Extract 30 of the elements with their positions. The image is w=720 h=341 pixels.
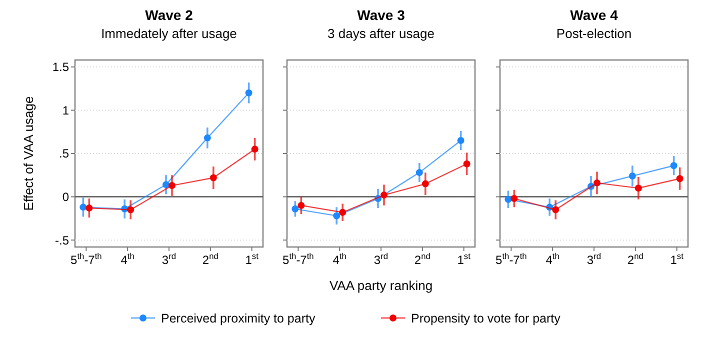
y-tick-label: 1.5 — [52, 60, 70, 74]
y-tick-label: 0 — [62, 190, 70, 204]
y-axis-title: Effect of VAA usage — [21, 96, 36, 211]
x-tick-label: 4$^{th}$ — [546, 251, 560, 267]
legend-label: Perceived proximity to party — [161, 311, 316, 326]
x-tick-label: 1$^{st}$ — [670, 251, 684, 267]
x-tick-label: 3$^{rd}$ — [586, 251, 602, 267]
chart-title: Wave 4 — [570, 7, 618, 23]
x-tick-label: 3$^{rd}$ — [162, 251, 176, 267]
chart-title: Wave 2 — [145, 7, 194, 23]
chart-subtitle: Immedately after usage — [101, 26, 237, 41]
legend-label: Propensity to vote for party — [411, 311, 562, 326]
chart-title: Wave 3 — [357, 7, 406, 23]
x-tick-label: 5$^{th}$-7$^{th}$ — [70, 251, 102, 267]
x-tick-label: 2$^{nd}$ — [627, 251, 644, 267]
x-tick-label: 1$^{st}$ — [245, 251, 260, 267]
x-axis-title: VAA party ranking — [329, 278, 433, 293]
x-tick-label: 5$^{th}$-7$^{th}$ — [282, 251, 314, 267]
chart-subtitle: Post-election — [556, 26, 632, 41]
chart-subtitle: 3 days after usage — [328, 26, 434, 41]
x-tick-label: 4$^{th}$ — [332, 251, 347, 267]
y-tick-label: .5 — [58, 146, 70, 161]
x-tick-label: 3$^{rd}$ — [374, 251, 388, 267]
x-tick-label: 4$^{th}$ — [120, 251, 135, 267]
y-tick-label: 1 — [62, 103, 70, 118]
x-tick-label: 5$^{th}$-7$^{th}$ — [496, 251, 528, 267]
x-tick-label: 2$^{nd}$ — [414, 251, 431, 267]
x-tick-label: 2$^{nd}$ — [202, 251, 219, 267]
x-tick-label: 1$^{st}$ — [457, 251, 472, 267]
y-tick-label: -.5 — [54, 233, 70, 248]
